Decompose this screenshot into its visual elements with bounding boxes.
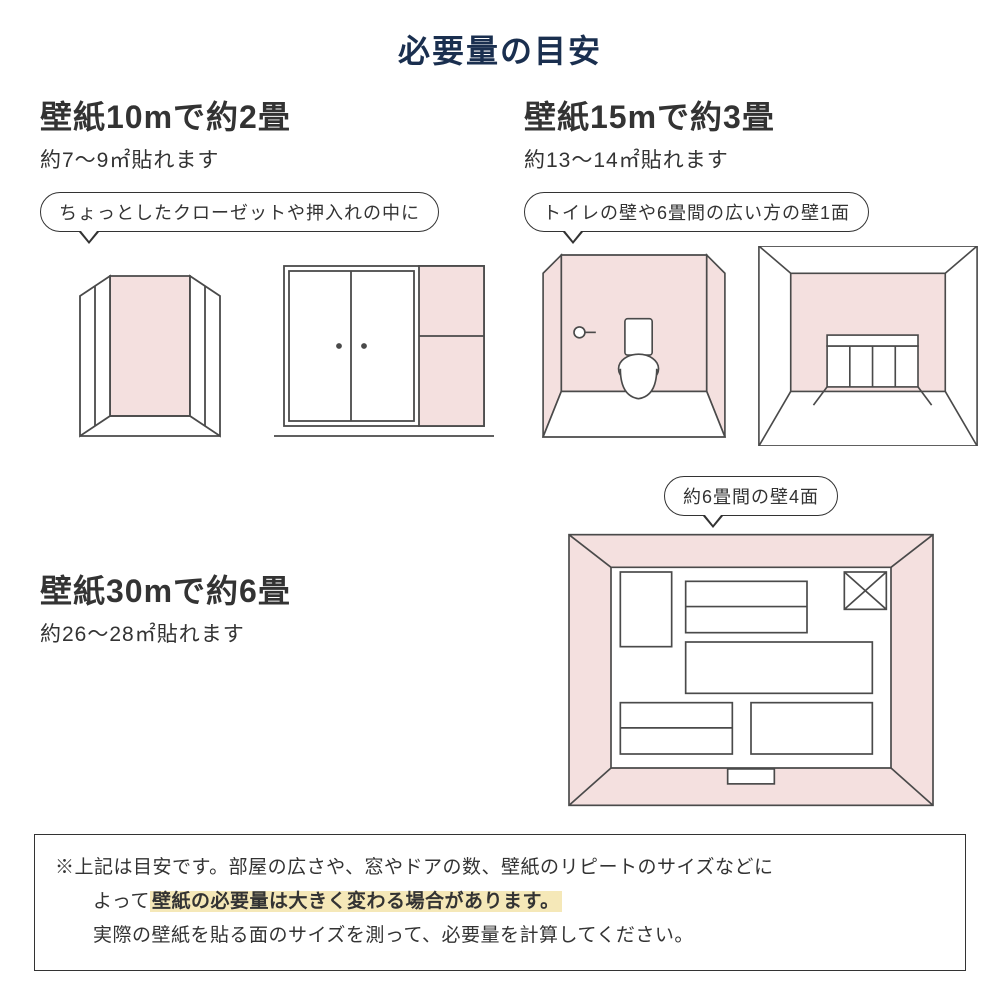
note-highlight: 壁紙の必要量は大きく変わる場合があります。 <box>150 891 562 912</box>
heading-15m: 壁紙15mで約3畳 <box>524 92 978 138</box>
illustration-oshiire <box>274 246 494 446</box>
section-30m-illustration: 約6畳間の壁4面 <box>524 476 978 810</box>
section-10m: 壁紙10mで約2畳 約7～9㎡貼れます ちょっとしたクローゼットや押入れの中に <box>40 92 494 446</box>
illustration-room-1wall <box>758 246 978 446</box>
bubble-30m: 約6畳間の壁4面 <box>664 476 838 516</box>
subtext-30m: 約26～28㎡貼れます <box>40 618 494 648</box>
bubble-10m: ちょっとしたクローゼットや押入れの中に <box>40 192 439 232</box>
note-line3: 実際の壁紙を貼る面のサイズを測って、必要量を計算してください。 <box>55 919 945 953</box>
section-15m: 壁紙15mで約3畳 約13～14㎡貼れます トイレの壁や6畳間の広い方の壁1面 <box>524 92 978 446</box>
subtext-15m: 約13～14㎡貼れます <box>524 144 978 174</box>
subtext-10m: 約7～9㎡貼れます <box>40 144 494 174</box>
heading-30m: 壁紙30mで約6畳 <box>40 566 494 612</box>
section-30m: 壁紙30mで約6畳 約26～28㎡貼れます <box>40 476 494 648</box>
bubble-15m: トイレの壁や6畳間の広い方の壁1面 <box>524 192 869 232</box>
heading-10m: 壁紙10mで約2畳 <box>40 92 494 138</box>
note-line2-pre: よって <box>93 891 150 912</box>
illustration-closet <box>40 246 260 446</box>
page-title: 必要量の目安 <box>0 0 1000 92</box>
note-line1: ※上記は目安です。部屋の広さや、窓やドアの数、壁紙のリピートのサイズなどに <box>55 857 773 878</box>
illustration-room-4walls <box>551 530 951 810</box>
note-box: ※上記は目安です。部屋の広さや、窓やドアの数、壁紙のリピートのサイズなどに よっ… <box>34 834 966 971</box>
illustration-toilet <box>524 246 744 446</box>
